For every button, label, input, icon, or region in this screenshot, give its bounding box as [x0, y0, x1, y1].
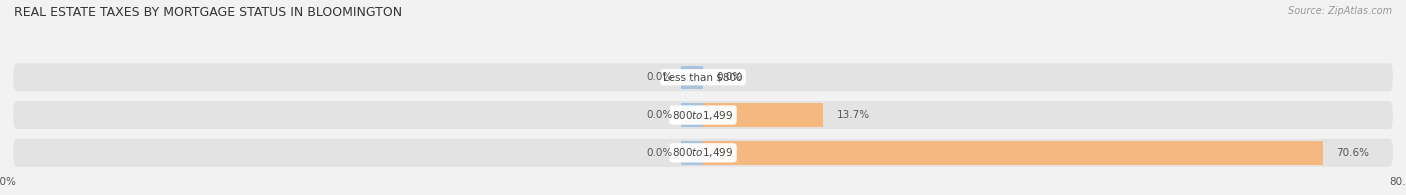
Text: $800 to $1,499: $800 to $1,499	[672, 109, 734, 121]
FancyBboxPatch shape	[13, 101, 1393, 129]
Bar	[703, 141, 1323, 165]
Text: $800 to $1,499: $800 to $1,499	[672, 146, 734, 159]
FancyBboxPatch shape	[13, 63, 1393, 91]
Bar	[703, 103, 824, 127]
Text: 0.0%: 0.0%	[645, 148, 672, 158]
Text: Less than $800: Less than $800	[664, 72, 742, 82]
Text: 0.0%: 0.0%	[716, 72, 742, 82]
FancyBboxPatch shape	[13, 139, 1393, 167]
Text: 13.7%: 13.7%	[837, 110, 870, 120]
Bar	[681, 141, 703, 165]
Bar	[681, 66, 703, 89]
Text: 70.6%: 70.6%	[1337, 148, 1369, 158]
Text: 0.0%: 0.0%	[645, 110, 672, 120]
Text: Source: ZipAtlas.com: Source: ZipAtlas.com	[1288, 6, 1392, 16]
Text: 0.0%: 0.0%	[645, 72, 672, 82]
Bar	[681, 103, 703, 127]
Text: REAL ESTATE TAXES BY MORTGAGE STATUS IN BLOOMINGTON: REAL ESTATE TAXES BY MORTGAGE STATUS IN …	[14, 6, 402, 19]
